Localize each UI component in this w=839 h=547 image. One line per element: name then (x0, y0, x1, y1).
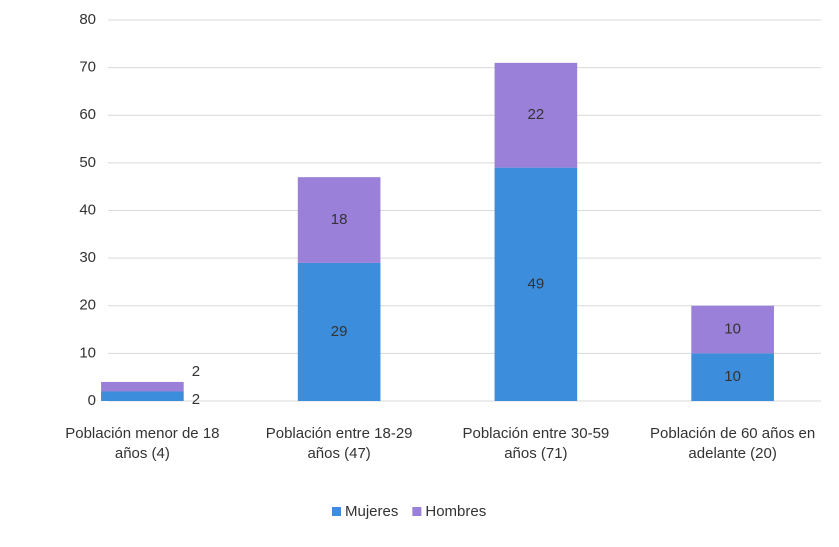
bar-segment (691, 305, 774, 354)
y-tick-label: 0 (88, 392, 96, 409)
data-label: 2 (192, 391, 200, 408)
y-tick-label: 40 (79, 201, 96, 218)
y-tick-label: 20 (79, 297, 96, 314)
x-tick-label: Población menor de 18 años (4) (65, 425, 220, 462)
data-label: 10 (724, 321, 741, 338)
data-label: 29 (331, 323, 348, 340)
y-tick-label: 80 (79, 11, 96, 28)
data-label: 2 (192, 363, 200, 380)
x-tick-label: Población entre 18-29 años (47) (265, 425, 413, 462)
bar-segment (494, 62, 578, 168)
x-tick-label: Población entre 30-59 años (71) (462, 425, 610, 462)
y-tick-label: 10 (79, 344, 96, 361)
data-label: 22 (528, 106, 545, 123)
x-tick-label: Población de 60 años en adelante (20) (650, 425, 816, 462)
legend-swatch (412, 507, 422, 516)
y-tick-label: 60 (79, 106, 96, 123)
data-label: 18 (331, 211, 348, 228)
y-tick-label: 30 (79, 249, 96, 266)
legend-swatch (332, 507, 341, 516)
legend-label: Mujeres (345, 503, 398, 520)
bar-segment (101, 391, 184, 401)
bar-segment (297, 177, 381, 263)
bar-segment (101, 381, 184, 392)
bar-segment (494, 167, 578, 401)
data-label: 10 (724, 368, 741, 385)
y-tick-label: 50 (79, 154, 96, 171)
legend-label: Hombres (425, 503, 486, 520)
data-label: 49 (528, 275, 545, 292)
bar-segment (297, 262, 381, 401)
y-tick-label: 70 (79, 59, 96, 76)
bar-segment (691, 353, 774, 401)
